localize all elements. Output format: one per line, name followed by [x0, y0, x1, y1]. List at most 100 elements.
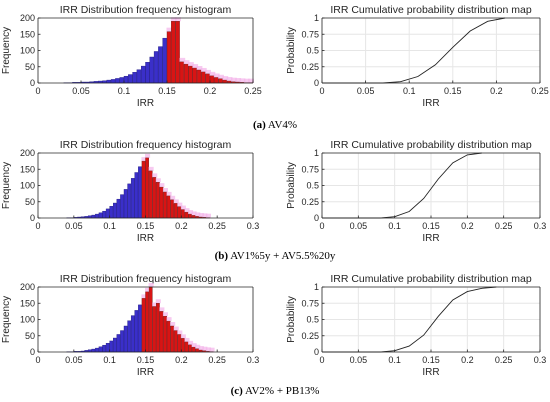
b-hist-bar-halo	[152, 173, 158, 178]
a-hist-y-tick-label: 100	[20, 46, 35, 56]
c-hist-bar	[95, 347, 99, 353]
c-hist-x-tick-label: 0.25	[208, 355, 226, 365]
a-cdf-x-tick-label: 0	[319, 86, 324, 96]
c-hist-bar	[166, 320, 171, 353]
caption-b-letter: (b)	[214, 250, 229, 262]
c-cdf-x-tick-label: 0.1	[388, 355, 401, 365]
a-hist-bar-halo	[213, 73, 220, 78]
a-hist-bar	[166, 31, 172, 84]
a-hist-bar-halo	[183, 60, 190, 65]
c-hist-x-tick-label: 0.2	[175, 355, 188, 365]
c-hist-bar	[98, 346, 103, 353]
b-hist-x-tick-label: 0.3	[247, 221, 260, 231]
c-cdf-y-tick-label: 1	[314, 282, 319, 292]
c-hist-bar-halo	[141, 294, 147, 299]
b-hist-bar-halo	[173, 199, 179, 204]
c-hist-bar-halo	[170, 322, 176, 326]
c-hist-bar	[134, 310, 139, 353]
c-hist-y-tick-label: 50	[25, 331, 35, 341]
b-cdf-cdf-line	[322, 152, 482, 219]
c-hist-bar	[181, 338, 185, 353]
c-hist-bar	[159, 311, 164, 353]
c-hist-bar	[113, 337, 117, 353]
c-hist-y-tick-label: 150	[20, 298, 35, 308]
b-hist-bar	[184, 211, 189, 219]
a-hist-bar-halo	[192, 64, 199, 69]
c-hist-bar	[141, 298, 146, 353]
b-hist-y-tick-label: 50	[25, 197, 35, 207]
a-hist-y-tick-label: 0	[30, 78, 35, 88]
a-hist-bar	[188, 65, 193, 84]
caption-b: (b) AV1%5y + AV5.5%20y	[0, 250, 550, 262]
c-hist-bar	[163, 316, 167, 353]
b-hist-y-tick-label: 100	[20, 181, 35, 191]
a-hist-ylabel: Frequency	[1, 27, 12, 74]
b-hist-bar-halo	[148, 166, 154, 171]
c-cdf-y-tick-label: 0	[314, 347, 319, 357]
b-cdf-x-tick-label: 0.3	[534, 221, 547, 231]
a-hist-bar-halo	[209, 71, 216, 76]
b-hist-bar-halo	[177, 202, 183, 207]
a-hist-bar-halo	[226, 77, 233, 82]
c-hist-bar	[102, 344, 106, 353]
c-cdf-x-tick-label: 0.15	[422, 355, 440, 365]
b-cdf-ylabel: Probability	[286, 162, 297, 209]
b-hist-bar	[113, 202, 117, 219]
a-cdf-y-tick-label: 0.5	[306, 46, 319, 56]
c-hist-x-tick-label: 0.1	[103, 355, 116, 365]
b-hist-bar	[159, 186, 164, 219]
a-hist-bar	[201, 71, 206, 84]
c-hist-bar	[130, 315, 135, 353]
c-hist-y-tick-label: 100	[20, 315, 35, 325]
a-hist-bar	[110, 79, 116, 84]
c-hist-bar	[116, 334, 121, 353]
c-hist-bar-halo	[209, 347, 215, 352]
b-hist-bar	[98, 212, 103, 219]
a-cdf-x-tick-label: 0.2	[490, 86, 503, 96]
a-hist-x-tick-label: 0.15	[158, 86, 176, 96]
a-hist-y-tick-label: 150	[20, 29, 35, 39]
a-hist-bar-halo	[205, 69, 211, 74]
c-hist-bar-halo	[205, 347, 211, 352]
c-hist-ylabel: Frequency	[1, 296, 12, 343]
a-hist-bar	[205, 73, 210, 84]
a-hist-bar-halo	[243, 78, 250, 83]
c-cdf-x-tick-label: 0.25	[495, 355, 513, 365]
b-hist-title: IRR Distribution frequency histogram	[60, 139, 232, 151]
c-hist-bar	[195, 348, 200, 353]
b-hist-bar-halo	[180, 205, 186, 210]
caption-a: (a) AV4%	[0, 119, 550, 131]
b-hist-bar	[91, 214, 96, 219]
c-hist-bar-halo	[195, 344, 201, 349]
a-hist-xlabel: IRR	[137, 98, 154, 109]
a-cdf-title: IRR Cumulative probability distribution …	[330, 4, 531, 16]
a-hist-bar	[149, 56, 155, 84]
c-cdf-x-tick-label: 0	[319, 355, 324, 365]
c-hist-bar-halo	[173, 326, 179, 331]
b-cdf-y-tick-label: 0.5	[306, 181, 319, 191]
b-hist-bar-halo	[191, 211, 197, 216]
a-hist-bar	[175, 21, 180, 84]
b-hist-x-tick-label: 0.25	[208, 221, 226, 231]
c-cdf-title: IRR Cumulative probability distribution …	[330, 273, 531, 285]
a-hist-bar	[128, 74, 133, 84]
c-hist-bar	[138, 304, 142, 353]
caption-b-text: AV1%5y + AV5.5%20y	[230, 250, 336, 262]
b-hist-x-tick-label: 0.15	[137, 221, 155, 231]
c-cdf-y-tick-label: 0.25	[301, 331, 319, 341]
b-hist-bar	[156, 182, 160, 219]
b-hist-bar-halo	[155, 178, 161, 183]
b-hist-y-tick-label: 150	[20, 164, 35, 174]
b-hist-bar	[181, 209, 185, 219]
a-hist-bar	[136, 69, 142, 84]
c-hist-bar-halo	[177, 330, 183, 335]
a-cdf-ylabel: Probability	[286, 27, 297, 74]
c-hist-y-tick-label: 0	[30, 347, 35, 357]
b-hist-bar	[173, 203, 178, 219]
b-hist-xlabel: IRR	[137, 233, 154, 244]
b-cdf-x-tick-label: 0.15	[422, 221, 440, 231]
b-hist-bar	[120, 194, 124, 219]
a-hist-bar-halo	[196, 66, 203, 70]
b-cdf-x-tick-label: 0	[319, 221, 324, 231]
